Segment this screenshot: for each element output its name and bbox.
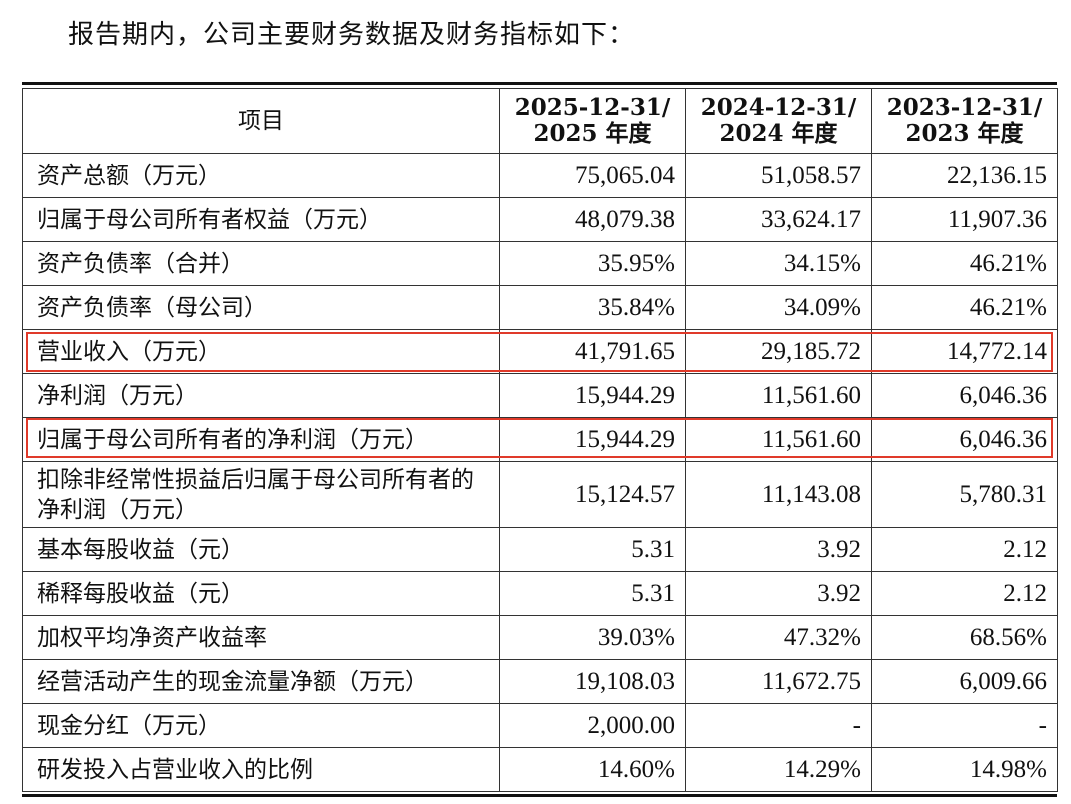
cell-2024: 11,672.75 — [685, 659, 872, 704]
cell-2023: 6,009.66 — [871, 659, 1058, 704]
header-col-2023: 2023-12-31/ 2023 年度 — [871, 88, 1058, 154]
header-col-2024: 2024-12-31/ 2024 年度 — [685, 88, 872, 154]
table-row: 归属于母公司所有者权益（万元） 48,079.38 33,624.17 11,9… — [22, 197, 1058, 242]
header-col-line2: 2024 年度 — [719, 120, 838, 147]
cell-2025: 41,791.65 — [499, 329, 686, 374]
cell-2023: 11,907.36 — [871, 197, 1058, 242]
header-item: 项目 — [22, 88, 500, 154]
cell-2023: 6,046.36 — [871, 373, 1058, 418]
row-label: 经营活动产生的现金流量净额（万元） — [22, 659, 500, 704]
table-row: 扣除非经常性损益后归属于母公司所有者的净利润（万元） 15,124.57 11,… — [22, 461, 1058, 528]
cell-2025: 75,065.04 — [499, 153, 686, 198]
cell-2025: 2,000.00 — [499, 703, 686, 748]
row-label: 归属于母公司所有者的净利润（万元） — [22, 417, 500, 462]
cell-2023: 2.12 — [871, 571, 1058, 616]
cell-2023: 46.21% — [871, 285, 1058, 330]
cell-2024: 14.29% — [685, 747, 872, 792]
table-row: 基本每股收益（元） 5.31 3.92 2.12 — [22, 527, 1058, 572]
row-label: 资产负债率（母公司） — [22, 285, 500, 330]
cell-2023: 68.56% — [871, 615, 1058, 660]
cell-2025: 48,079.38 — [499, 197, 686, 242]
row-label: 稀释每股收益（元） — [22, 571, 500, 616]
cell-2024: 3.92 — [685, 571, 872, 616]
bottom-rule — [22, 794, 1057, 797]
cell-2023: 5,780.31 — [871, 461, 1058, 528]
cell-2024: 33,624.17 — [685, 197, 872, 242]
header-col-line1: 2024-12-31/ — [700, 94, 857, 121]
table-row: 研发投入占营业收入的比例 14.60% 14.29% 14.98% — [22, 747, 1058, 792]
cell-2025: 19,108.03 — [499, 659, 686, 704]
cell-2023: 46.21% — [871, 241, 1058, 286]
cell-2024: 34.09% — [685, 285, 872, 330]
table-row-highlighted: 营业收入（万元） 41,791.65 29,185.72 14,772.14 — [22, 329, 1058, 374]
row-label: 归属于母公司所有者权益（万元） — [22, 197, 500, 242]
intro-text: 报告期内，公司主要财务数据及财务指标如下： — [68, 20, 636, 50]
table-row: 资产总额（万元） 75,065.04 51,058.57 22,136.15 — [22, 153, 1058, 198]
cell-2023: 6,046.36 — [871, 417, 1058, 462]
row-label: 净利润（万元） — [22, 373, 500, 418]
table-row: 稀释每股收益（元） 5.31 3.92 2.12 — [22, 571, 1058, 616]
row-label: 现金分红（万元） — [22, 703, 500, 748]
table-row: 加权平均净资产收益率 39.03% 47.32% 68.56% — [22, 615, 1058, 660]
cell-2023: - — [871, 703, 1058, 748]
cell-2024: 11,561.60 — [685, 373, 872, 418]
cell-2024: 51,058.57 — [685, 153, 872, 198]
row-label: 资产总额（万元） — [22, 153, 500, 198]
cell-2024: 11,561.60 — [685, 417, 872, 462]
row-label: 营业收入（万元） — [22, 329, 500, 374]
table-row-highlighted: 归属于母公司所有者的净利润（万元） 15,944.29 11,561.60 6,… — [22, 417, 1058, 462]
cell-2025: 5.31 — [499, 527, 686, 572]
table-row: 现金分红（万元） 2,000.00 - - — [22, 703, 1058, 748]
row-label: 资产负债率（合并） — [22, 241, 500, 286]
row-label: 研发投入占营业收入的比例 — [22, 747, 500, 792]
cell-2025: 35.84% — [499, 285, 686, 330]
cell-2023: 14,772.14 — [871, 329, 1058, 374]
table-row: 资产负债率（合并） 35.95% 34.15% 46.21% — [22, 241, 1058, 286]
cell-2025: 15,944.29 — [499, 373, 686, 418]
table-row: 经营活动产生的现金流量净额（万元） 19,108.03 11,672.75 6,… — [22, 659, 1058, 704]
cell-2023: 2.12 — [871, 527, 1058, 572]
cell-2025: 35.95% — [499, 241, 686, 286]
cell-2023: 14.98% — [871, 747, 1058, 792]
financial-table: 项目 2025-12-31/ 2025 年度 2024-12-31/ 2024 … — [22, 88, 1058, 792]
row-label: 基本每股收益（元） — [22, 527, 500, 572]
header-col-line1: 2023-12-31/ — [886, 94, 1043, 121]
table-row: 净利润（万元） 15,944.29 11,561.60 6,046.36 — [22, 373, 1058, 418]
cell-2024: 47.32% — [685, 615, 872, 660]
cell-2024: 3.92 — [685, 527, 872, 572]
cell-2025: 39.03% — [499, 615, 686, 660]
cell-2024: 29,185.72 — [685, 329, 872, 374]
cell-2025: 5.31 — [499, 571, 686, 616]
cell-2025: 15,124.57 — [499, 461, 686, 528]
row-label: 加权平均净资产收益率 — [22, 615, 500, 660]
cell-2024: - — [685, 703, 872, 748]
cell-2024: 34.15% — [685, 241, 872, 286]
row-label: 扣除非经常性损益后归属于母公司所有者的净利润（万元） — [22, 461, 500, 528]
header-col-line2: 2025 年度 — [533, 120, 652, 147]
cell-2023: 22,136.15 — [871, 153, 1058, 198]
header-col-line2: 2023 年度 — [905, 120, 1024, 147]
table-row: 资产负债率（母公司） 35.84% 34.09% 46.21% — [22, 285, 1058, 330]
header-col-2025: 2025-12-31/ 2025 年度 — [499, 88, 686, 154]
cell-2025: 15,944.29 — [499, 417, 686, 462]
top-rule — [22, 82, 1057, 85]
cell-2024: 11,143.08 — [685, 461, 872, 528]
cell-2025: 14.60% — [499, 747, 686, 792]
header-col-line1: 2025-12-31/ — [514, 94, 671, 121]
table-header-row: 项目 2025-12-31/ 2025 年度 2024-12-31/ 2024 … — [22, 88, 1058, 154]
